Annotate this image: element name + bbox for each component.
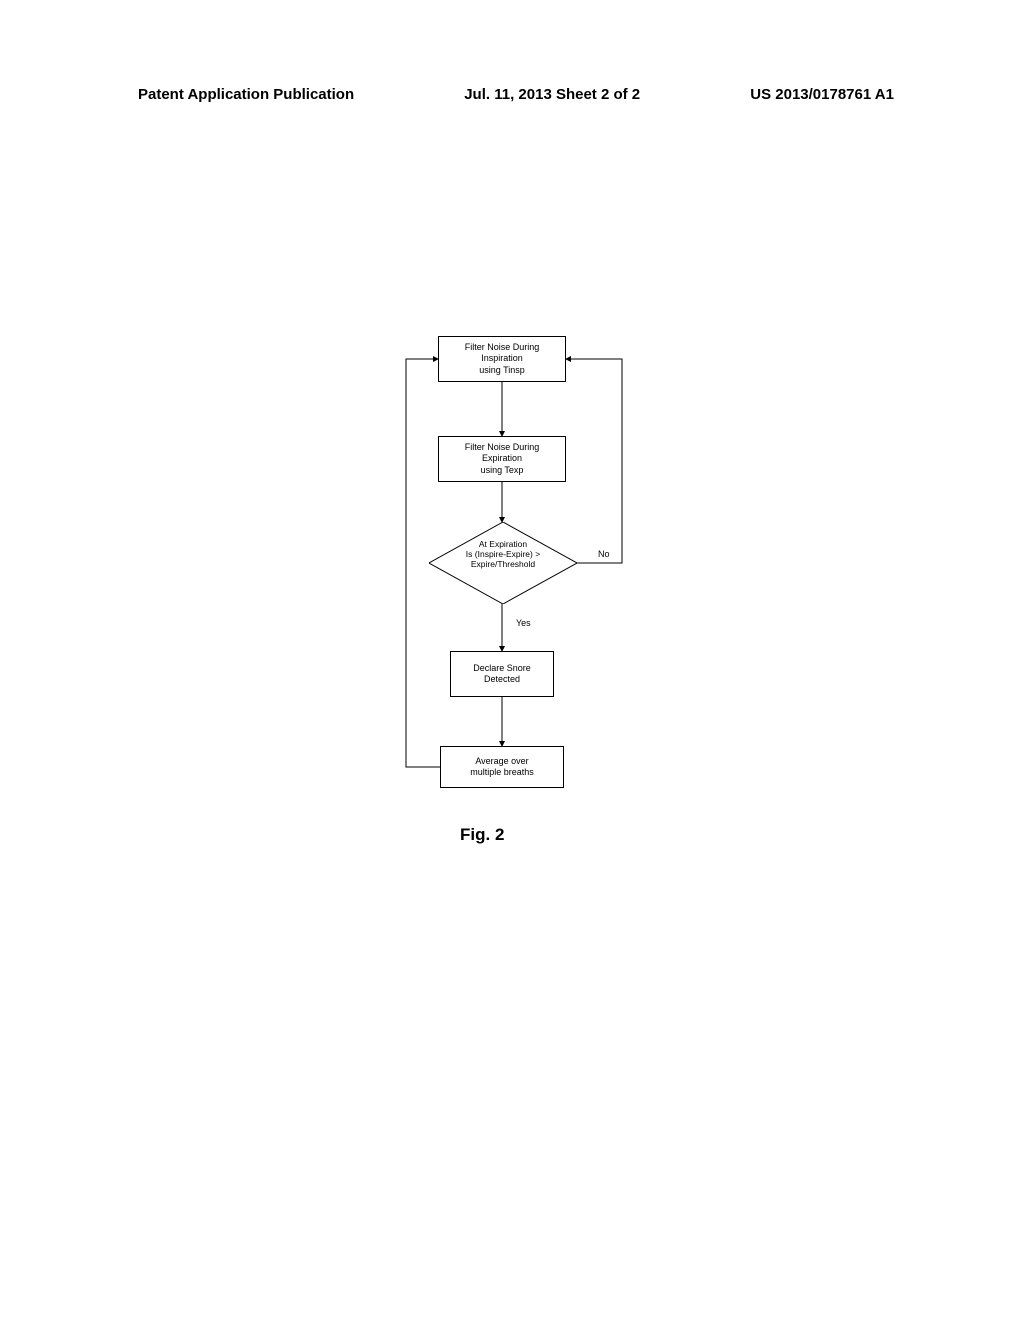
node-line: using Tinsp [479, 365, 525, 376]
node-declare-snore: Declare Snore Detected [450, 651, 554, 697]
node-filter-expiration: Filter Noise During Expiration using Tex… [438, 436, 566, 482]
header-center: Jul. 11, 2013 Sheet 2 of 2 [464, 86, 640, 103]
decision-text: At Expiration Is (Inspire-Expire) > Expi… [440, 539, 566, 570]
node-line: using Texp [481, 465, 524, 476]
header-left: Patent Application Publication [138, 86, 354, 103]
node-decision: At Expiration Is (Inspire-Expire) > Expi… [429, 522, 577, 604]
edge-label-yes: Yes [516, 618, 531, 628]
node-line: Is (Inspire-Expire) > [440, 549, 566, 559]
flowchart: Filter Noise During Inspiration using Ti… [400, 336, 650, 806]
edge-label-no: No [598, 549, 610, 559]
node-line: Filter Noise During [465, 442, 540, 453]
node-line: Filter Noise During [465, 342, 540, 353]
node-filter-inspiration: Filter Noise During Inspiration using Ti… [438, 336, 566, 382]
node-line: Detected [484, 674, 520, 685]
node-line: multiple breaths [470, 767, 534, 778]
node-line: At Expiration [440, 539, 566, 549]
header-right: US 2013/0178761 A1 [750, 86, 894, 103]
node-line: Average over [475, 756, 528, 767]
node-line: Expiration [482, 453, 522, 464]
node-line: Declare Snore [473, 663, 531, 674]
node-line: Expire/Threshold [440, 559, 566, 569]
node-line: Inspiration [481, 353, 523, 364]
page-header: Patent Application Publication Jul. 11, … [0, 86, 1024, 103]
node-average-breaths: Average over multiple breaths [440, 746, 564, 788]
figure-caption: Fig. 2 [460, 825, 504, 845]
